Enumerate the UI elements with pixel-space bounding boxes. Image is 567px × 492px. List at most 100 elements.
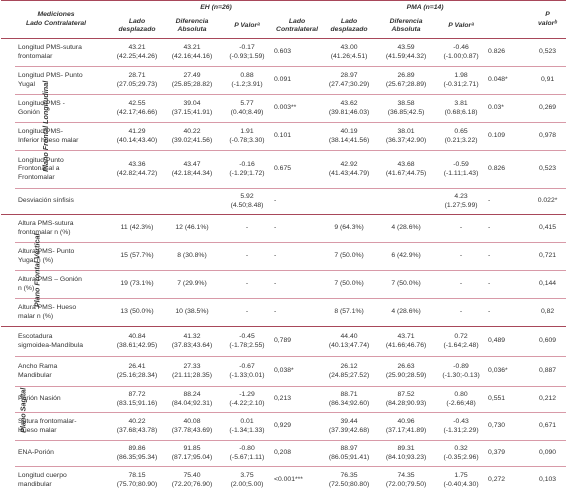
table-cell-pm-d: 8 (57.1%) — [321, 298, 378, 327]
table-cell-eh-pv: - — [273, 188, 322, 215]
table-cell-eh-pv: - — [273, 242, 322, 271]
table-cell-pm-pv: - — [487, 270, 530, 299]
table-cell-eh-p: - — [221, 270, 273, 299]
table-cell-eh-pv: 0.603 — [273, 38, 322, 67]
table-row: Plano Frontal Vertical Altura PMS-sutura … — [1, 214, 567, 327]
table-cell-pm-pv: 0,379 — [487, 440, 530, 467]
table-cell-pm-p: - — [435, 214, 488, 243]
row-label: Longitud PMS- Punto Yugal — [15, 66, 111, 95]
table-row: Plano Frontal Longitudinal Longitud PMS-s… — [1, 38, 567, 215]
table-cell-eh-d: 87.72 (83.15;91.16) — [111, 386, 163, 413]
table-cell-pv: 0,721 — [529, 242, 567, 271]
table-cell-pm-d: 28.97 (27.47;30.29) — [321, 66, 378, 95]
table-cell-eh-a: 75.40 (72.20;76.90) — [163, 466, 221, 492]
table-cell-pm-a: 7 (50.0%) — [377, 270, 436, 299]
table-cell-pm-p: - — [435, 270, 488, 299]
table-cell-eh-p: - — [221, 298, 273, 327]
section-label: Plano Sagital — [18, 387, 28, 433]
table-row: Plano Sagital Escotadura sigmoidea-Mandíb… — [1, 326, 567, 492]
table-cell-eh-pv: 0,929 — [273, 412, 322, 441]
header-eh-contralateral: Lado Contralateral — [273, 14, 322, 39]
row-label: Altura PMS- Punto Yugal n (%) — [15, 242, 111, 271]
table-cell-pm-p: 3.81 (0.68;6.18) — [435, 94, 488, 123]
table-row: Desviación sínfisis 5.92 (4.50;8.48) -4.23… — [1, 188, 567, 215]
row-label: Longitud cuerpo mandibular — [15, 466, 111, 492]
table-cell-pm-p: 0.32 (-0.35;2.96) — [435, 440, 488, 467]
header-eh-p-valor: P Valorᵃ — [221, 14, 273, 39]
section-label: Plano Frontal Vertical — [32, 233, 42, 308]
table-cell-pm-pv: - — [487, 242, 530, 271]
table-cell-eh-a: 12 (46.1%) — [163, 214, 221, 243]
table-cell-pm-pv: - — [487, 298, 530, 327]
table-cell-pm-d: 26.12 (24.85;27.52) — [321, 356, 378, 387]
table-row: Altura PMS – Gonión n (%) 19 (73.1%) 7 (29… — [1, 270, 567, 299]
row-label: Escotadura sigmoidea-Mandíbula — [15, 326, 111, 357]
row-label: Sutura frontomalar- Hueso malar — [15, 412, 111, 441]
table-cell-eh-p: -0.67 (-1.33;0.01) — [221, 356, 273, 387]
table-cell-eh-p: 3.75 (2.00;5.00) — [221, 466, 273, 492]
table-cell-eh-pv: 0,213 — [273, 386, 322, 413]
row-label: Longitud PMS - Gonión — [15, 94, 111, 123]
table-cell-pm-p: 4.23 (1.27;5.99) — [435, 188, 488, 215]
row-label: Longitud Punto Frontonasal a Frontomalar — [15, 150, 111, 189]
table-cell-eh-p: -1.29 (-4.22;2.10) — [221, 386, 273, 413]
header-eh: EH (n=26) — [111, 0, 322, 15]
table-row: Longitud PMS - Gonión 42.55 (42.17;46.66)… — [1, 94, 567, 123]
table-cell-eh-d: 15 (57.7%) — [111, 242, 163, 271]
table-cell-pm-a: 38.58 (36.85;42.5) — [377, 94, 436, 123]
table-cell-eh-p: -0.16 (-1.29;1.72) — [221, 150, 273, 189]
table-cell-pm-d: 7 (50.0%) — [321, 242, 378, 271]
table-cell-pv: 0,212 — [529, 386, 567, 413]
table-cell-pm-a — [377, 188, 436, 215]
header-eh-desplazado: Lado desplazado — [111, 14, 163, 39]
table-cell-eh-p: 0.01 (-1.34;1.33) — [221, 412, 273, 441]
table-cell-eh-p: 5.92 (4.50;8.48) — [221, 188, 273, 215]
table-cell-pv: 0,978 — [529, 122, 567, 151]
table-row: Altura PMS- Punto Yugal n (%) 15 (57.7%) 8… — [1, 242, 567, 271]
table-cell-eh-pv: 0,038* — [273, 356, 322, 387]
table-cell-eh-d: 19 (73.1%) — [111, 270, 163, 299]
table-cell-pm-p: 0.65 (0.21;3.22) — [435, 122, 488, 151]
table-cell-pm-d — [321, 188, 378, 215]
table-cell-eh-pv: 0,208 — [273, 440, 322, 467]
table-cell-pm-pv: 0.03* — [487, 94, 530, 123]
table-cell-eh-a: 40.08 (37.78;43.69) — [163, 412, 221, 441]
table-cell-pm-p: - — [435, 298, 488, 327]
table-cell-eh-p: -0.80 (-5.67;1.11) — [221, 440, 273, 467]
table-row: Sutura frontomalar- Hueso malar 40.22 (37… — [1, 412, 567, 441]
table-cell-pm-d: 40.19 (38.14;41.56) — [321, 122, 378, 151]
table-cell-pm-p: -0.46 (-1.00;0.87) — [435, 38, 488, 67]
table-cell-pm-a: 26.89 (25.67;28.89) — [377, 66, 436, 95]
table-cell-pm-pv: 0,272 — [487, 466, 530, 492]
row-label: ENA-Porión — [15, 440, 111, 467]
table-cell-eh-pv: 0.101 — [273, 122, 322, 151]
row-label: Porión Nasión — [15, 386, 111, 413]
table-cell-pv: 0,103 — [529, 466, 567, 492]
table-cell-pm-p: 1.98 (-0.31;2.71) — [435, 66, 488, 95]
row-label: Longitud PMS-sutura frontomalar — [15, 38, 111, 67]
table-cell-eh-a: 43.47 (42.18;44.34) — [163, 150, 221, 189]
header-pma-desplazado: Lado desplazado — [321, 14, 378, 39]
table-cell-pm-a: 4 (28.6%) — [377, 214, 436, 243]
table-cell-pm-d: 88.97 (86.05;91.41) — [321, 440, 378, 467]
section-label-cell: Plano Frontal Vertical — [1, 214, 41, 327]
table-cell-eh-d: 40.84 (38.61;42.95) — [111, 326, 163, 357]
table-cell-eh-pv: 0.091 — [273, 66, 322, 95]
table-cell-pm-pv: - — [487, 214, 530, 243]
table-cell-eh-pv: 0.675 — [273, 150, 322, 189]
row-label: Altura PMS – Gonión n (%) — [15, 270, 111, 299]
table-cell-eh-d: 43.21 (42.25;44.26) — [111, 38, 163, 67]
table-cell-pm-a: 38.01 (36.37;42.90) — [377, 122, 436, 151]
table-cell-pv: 0,269 — [529, 94, 567, 123]
header-mediciones: Mediciones Lado Contralateral — [1, 0, 111, 39]
row-label: Longitud PMS- Inferior hueso malar — [15, 122, 111, 151]
table-cell-pm-p: -0.89 (-1.30;-0.13) — [435, 356, 488, 387]
table-cell-pm-d: 88.71 (86.34;92.60) — [321, 386, 378, 413]
table-cell-eh-a: 27.33 (21.11;28.35) — [163, 356, 221, 387]
table-cell-eh-a: 91.85 (87.17;95.04) — [163, 440, 221, 467]
table-cell-pm-p: 1.75 (-0.40;4.30) — [435, 466, 488, 492]
table-cell-eh-pv: 0.003** — [273, 94, 322, 123]
table-cell-pv: 0.022* — [529, 188, 567, 215]
table-cell-eh-pv: 0,789 — [273, 326, 322, 357]
